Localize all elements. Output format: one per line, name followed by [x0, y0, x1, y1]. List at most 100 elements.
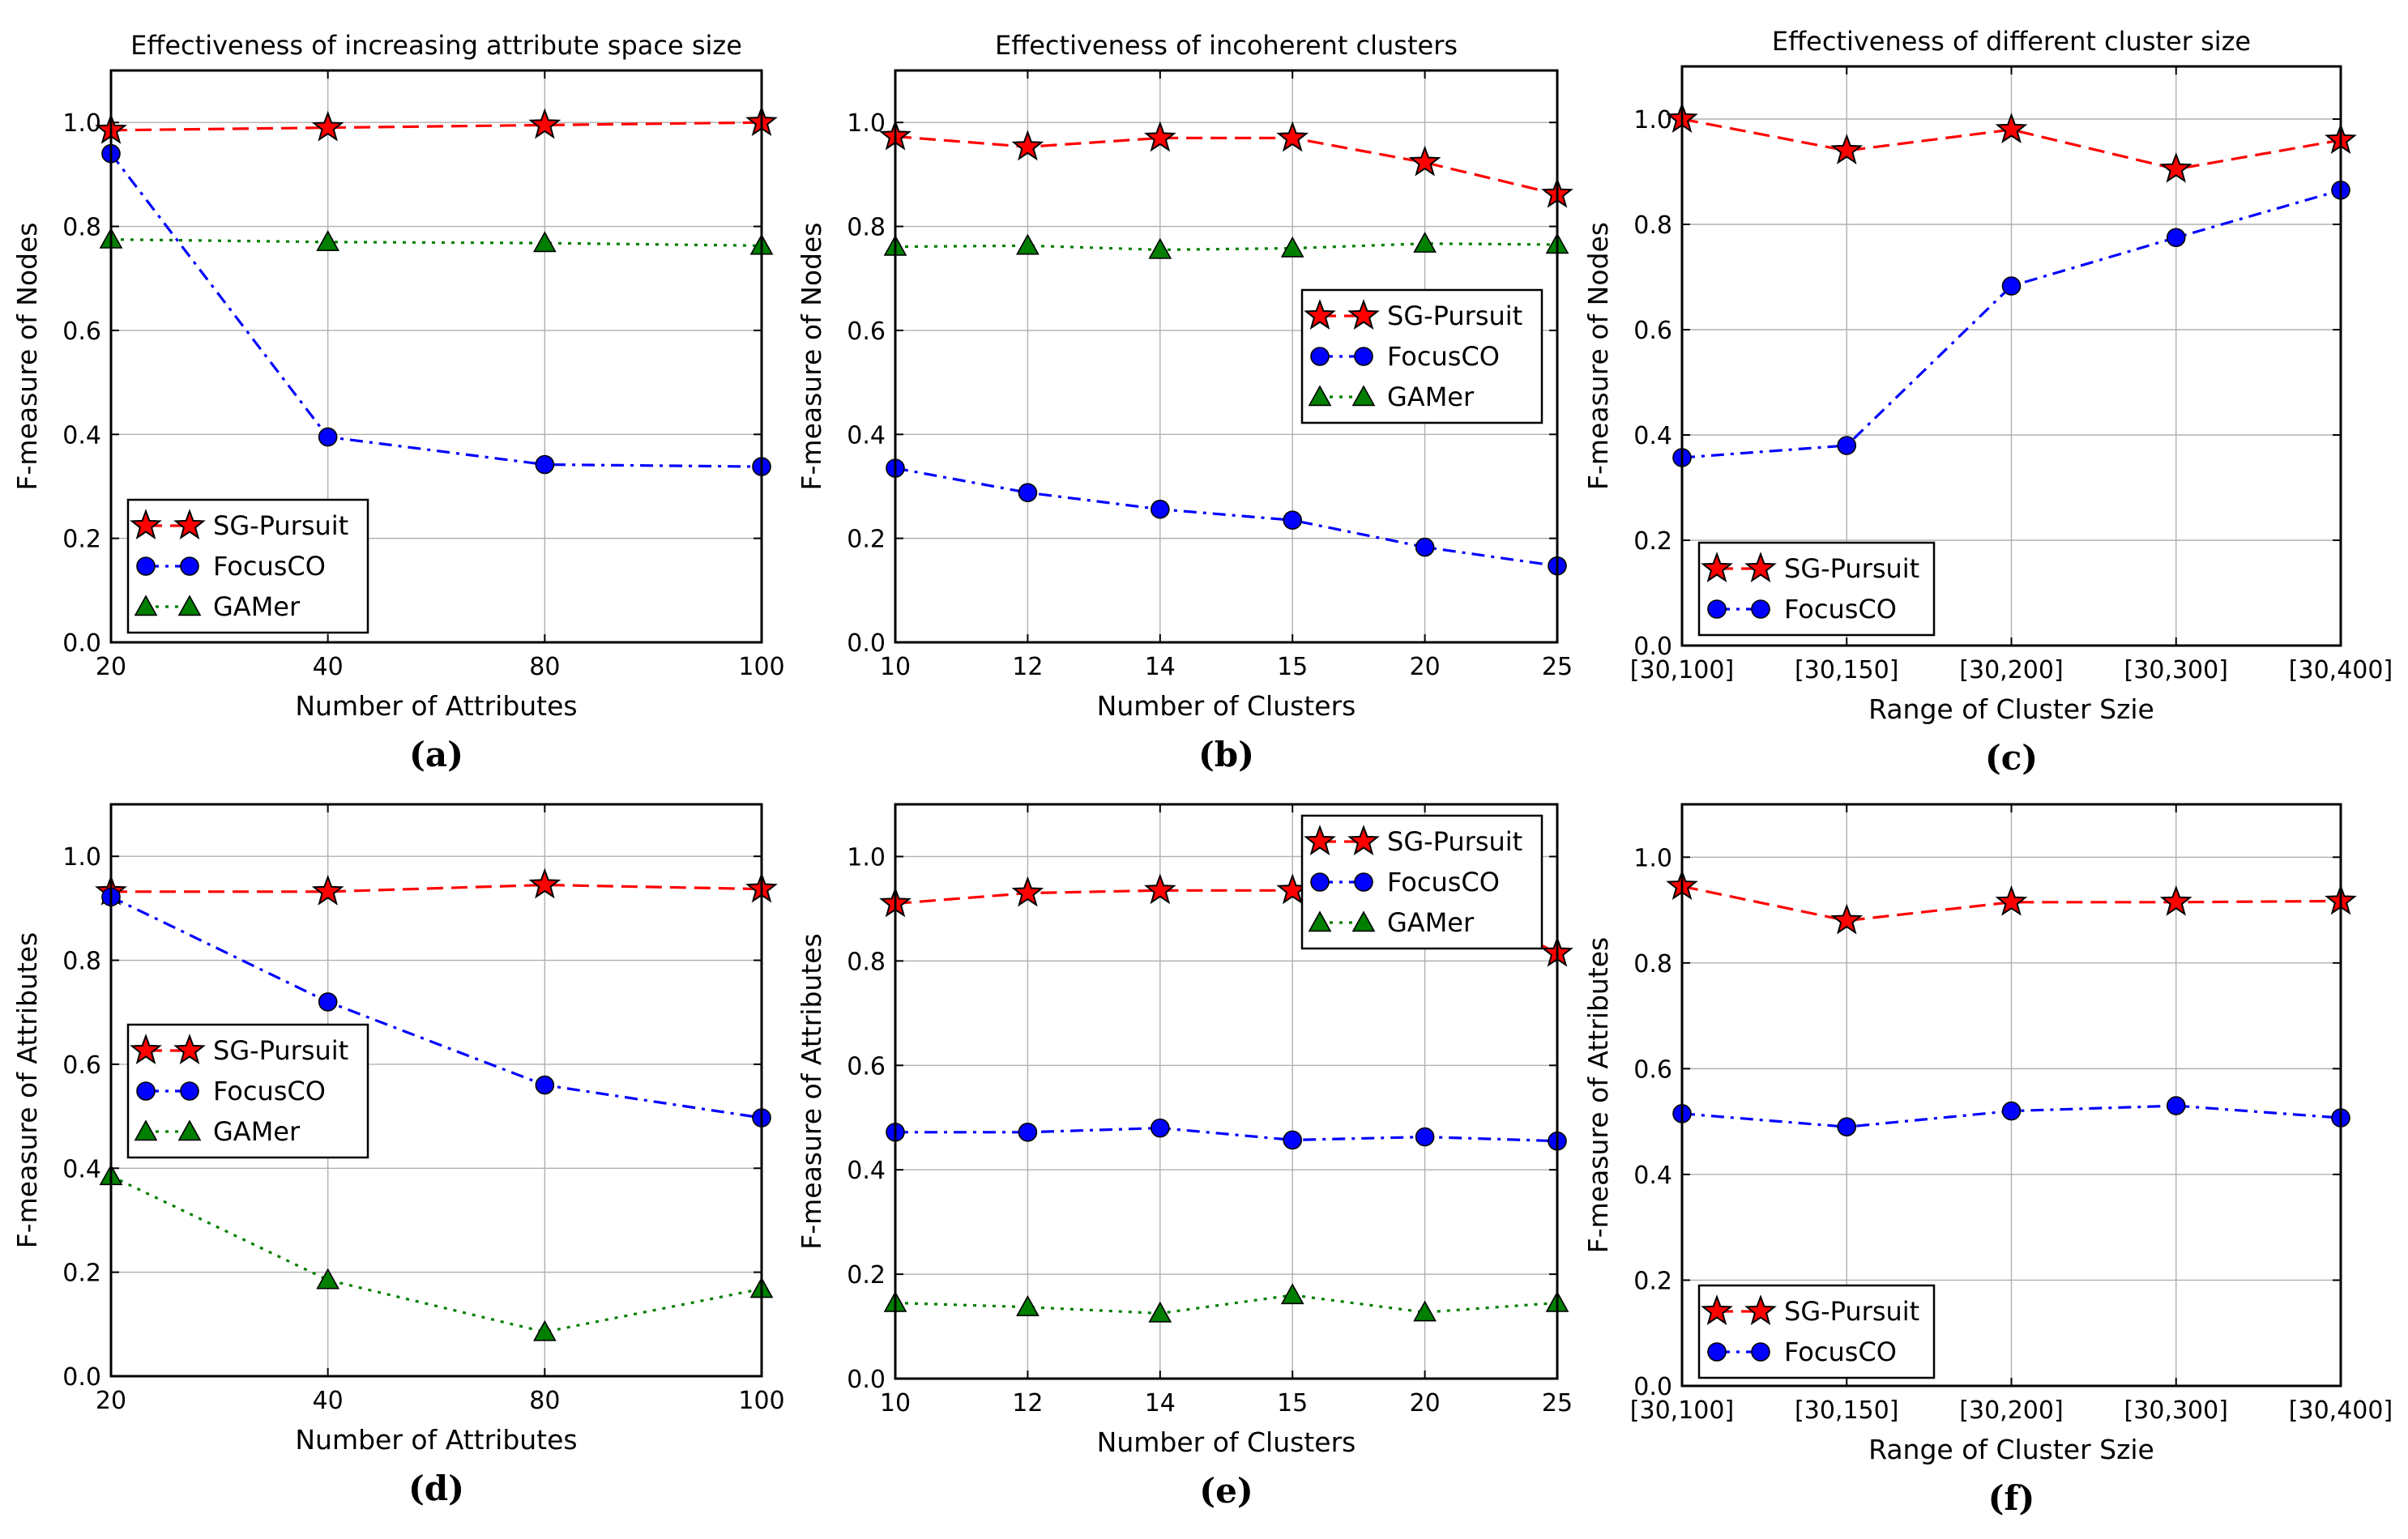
legend-marker	[1354, 872, 1373, 892]
x-tick-label: 20	[1410, 1389, 1441, 1418]
y-tick-label: 0.0	[1633, 1373, 1672, 1401]
data-point-gamer	[532, 1319, 557, 1341]
data-point-sg-pursuit	[311, 110, 344, 142]
series-line-focusco	[109, 152, 762, 468]
y-tick-label: 0.2	[62, 526, 101, 554]
data-point-focusco	[1018, 1122, 1038, 1142]
legend-item-sg-pursuit: SG-Pursuit	[1701, 1294, 1919, 1327]
data-point-sg-pursuit	[1011, 876, 1044, 907]
x-tick-label: 80	[529, 653, 560, 681]
series-line-gamer	[110, 238, 762, 247]
legend: SG-Pursuit FocusCO	[1697, 1284, 1936, 1379]
data-point-gamer	[316, 1268, 340, 1290]
data-point-focusco	[1415, 1127, 1435, 1147]
chart-e: 0.0 0.2 0.4 0.6 0.8 1.0 10 12 14 15 20 25 Number of …	[796, 803, 1573, 1511]
y-tick-label: 0.4	[1633, 1162, 1672, 1190]
x-tick-label: 40	[313, 653, 344, 681]
y-tick-label: 0.2	[1633, 1267, 1672, 1295]
x-axis-label: Range of Cluster Szie	[1868, 693, 2154, 725]
y-tick-label: 0.6	[62, 1051, 101, 1080]
y-axis-label: F-measure of Attributes	[11, 932, 43, 1249]
legend-label: FocusCO	[213, 1076, 326, 1106]
x-tick-label: [30,300]	[2124, 656, 2228, 684]
x-tick-label: [30,150]	[1795, 656, 1898, 684]
data-point-sg-pursuit	[528, 868, 561, 899]
series-line-sg-pursuit	[894, 134, 1558, 196]
chart-a: 0.0 0.2 0.4 0.6 0.8 1.0 20 40 80 100 Effectiveness…	[11, 30, 785, 774]
y-tick-label: 0.6	[847, 1052, 886, 1081]
x-tick-label: 25	[1542, 653, 1573, 681]
x-tick-label: 25	[1542, 1389, 1573, 1418]
legend-label: FocusCO	[1387, 867, 1500, 897]
y-tick-label: 0.8	[1633, 211, 1672, 240]
legend-label: FocusCO	[1387, 341, 1500, 372]
subfigure-caption: (f)	[1988, 1478, 2035, 1518]
series-line-sg-pursuit	[111, 883, 762, 893]
legend: SG-Pursuit FocusCO GAMer	[126, 1023, 369, 1159]
x-tick-label: 10	[880, 1389, 911, 1418]
legend-item-focusco: FocusCO	[1310, 341, 1500, 372]
x-tick-label: 80	[529, 1387, 560, 1415]
legend-marker	[134, 1119, 158, 1141]
x-tick-label: 15	[1277, 1389, 1308, 1418]
legend-label: SG-Pursuit	[1784, 1296, 1919, 1327]
subfigure-caption: (a)	[409, 735, 463, 774]
x-tick-label: [30,100]	[1630, 1396, 1734, 1425]
data-point-focusco	[318, 427, 338, 447]
y-tick-label: 0.0	[1633, 633, 1672, 661]
y-tick-label: 1.0	[847, 843, 886, 872]
x-axis-label: Number of Attributes	[295, 1424, 577, 1456]
x-axis-label: Number of Attributes	[295, 690, 577, 722]
legend-item-sg-pursuit: SG-Pursuit	[1304, 825, 1522, 857]
data-point-focusco	[1151, 1118, 1170, 1138]
subfigure-caption: (d)	[408, 1469, 464, 1508]
legend-label: GAMer	[213, 591, 301, 622]
legend-label: GAMer	[213, 1116, 301, 1147]
legend-marker	[1751, 599, 1770, 619]
data-point-gamer	[1413, 232, 1437, 253]
chart-title: Effectiveness of increasing attribute sp…	[130, 30, 742, 61]
legend-item-sg-pursuit: SG-Pursuit	[1304, 299, 1522, 331]
x-tick-label: 14	[1145, 1389, 1176, 1418]
data-point-gamer	[1280, 1283, 1304, 1305]
chart-title: Effectiveness of different cluster size	[1772, 26, 2251, 57]
y-axis-label: F-measure of Attributes	[796, 933, 827, 1250]
data-point-sg-pursuit	[528, 108, 561, 139]
x-tick-label: [30,200]	[1959, 1396, 2063, 1425]
data-point-focusco	[535, 454, 555, 475]
data-point-gamer	[1016, 233, 1040, 255]
data-point-focusco	[318, 992, 338, 1012]
x-axis-label: Number of Clusters	[1097, 1426, 1356, 1458]
data-point-sg-pursuit	[1276, 121, 1309, 152]
legend-marker	[1707, 599, 1727, 619]
y-tick-label: 0.4	[62, 421, 101, 450]
data-point-focusco	[1415, 537, 1435, 557]
x-tick-label: 14	[1145, 653, 1176, 681]
legend-item-focusco: FocusCO	[1707, 1336, 1897, 1367]
y-tick-label: 0.2	[847, 1261, 886, 1290]
legend-label: GAMer	[1387, 907, 1475, 938]
legend-item-focusco: FocusCO	[136, 1076, 326, 1106]
y-tick-label: 0.8	[62, 948, 101, 976]
legend-marker	[1701, 552, 1733, 582]
legend-marker	[1347, 825, 1380, 855]
legend-marker	[180, 556, 199, 576]
data-point-gamer	[1148, 1301, 1172, 1323]
legend-marker	[130, 509, 162, 539]
legend-label: SG-Pursuit	[213, 1035, 348, 1066]
legend: SG-Pursuit FocusCO	[1697, 541, 1936, 637]
axes-frame	[1680, 65, 2342, 647]
chart-d: 0.0 0.2 0.4 0.6 0.8 1.0 20 40 80 100 Number of Att…	[11, 803, 785, 1508]
legend-item-focusco: FocusCO	[136, 551, 326, 582]
data-point-sg-pursuit	[311, 874, 344, 906]
y-tick-label: 1.0	[62, 109, 101, 138]
legend-item-focusco: FocusCO	[1707, 594, 1897, 625]
y-axis-label: F-measure of Nodes	[796, 223, 827, 491]
x-tick-label: [30,100]	[1630, 656, 1734, 684]
x-tick-label: [30,300]	[2124, 1396, 2228, 1425]
x-tick-label: [30,200]	[1959, 656, 2063, 684]
x-tick-label: [30,400]	[2289, 656, 2393, 684]
chart-title: Effectiveness of incoherent clusters	[995, 30, 1458, 61]
y-tick-label: 0.4	[62, 1155, 101, 1183]
legend: SG-Pursuit FocusCO GAMer	[1300, 814, 1543, 950]
